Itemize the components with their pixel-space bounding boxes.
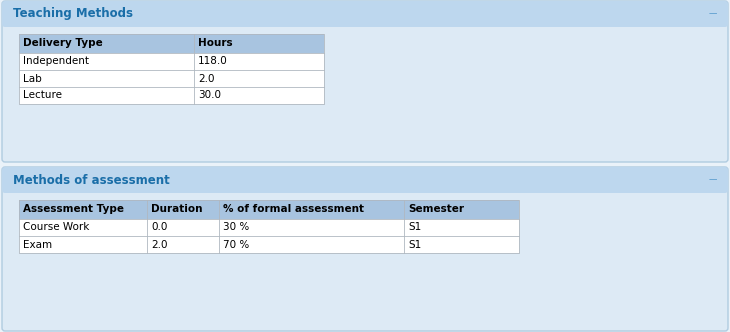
Text: Duration: Duration [151,205,202,214]
Text: 30 %: 30 % [223,222,249,232]
Text: Delivery Type: Delivery Type [23,39,103,48]
Bar [5,18,725,24]
Text: Assessment Type: Assessment Type [23,205,124,214]
Text: Course Work: Course Work [23,222,89,232]
Bar [19,236,519,253]
Text: Semester: Semester [408,205,464,214]
Text: Lab: Lab [23,73,42,84]
Text: S1: S1 [408,222,421,232]
Text: Independent: Independent [23,56,89,66]
Text: Hours: Hours [198,39,233,48]
Text: 118.0: 118.0 [198,56,228,66]
FancyBboxPatch shape [2,167,728,193]
Text: % of formal assessment: % of formal assessment [223,205,364,214]
FancyBboxPatch shape [2,1,728,162]
Bar [19,53,324,70]
Text: —: — [709,176,717,185]
Text: 2.0: 2.0 [151,239,167,250]
Text: Exam: Exam [23,239,52,250]
Bar [19,200,519,219]
Bar [19,70,324,87]
Text: 70 %: 70 % [223,239,249,250]
FancyBboxPatch shape [2,167,728,331]
Text: 2.0: 2.0 [198,73,215,84]
Bar [19,87,324,104]
Text: 0.0: 0.0 [151,222,167,232]
Text: Lecture: Lecture [23,91,62,101]
Bar [5,184,725,190]
Text: Teaching Methods: Teaching Methods [13,8,133,21]
Text: S1: S1 [408,239,421,250]
Bar [19,34,324,53]
Text: —: — [709,10,717,19]
FancyBboxPatch shape [2,1,728,27]
Text: Methods of assessment: Methods of assessment [13,174,170,187]
Text: 30.0: 30.0 [198,91,221,101]
Bar [19,219,519,236]
